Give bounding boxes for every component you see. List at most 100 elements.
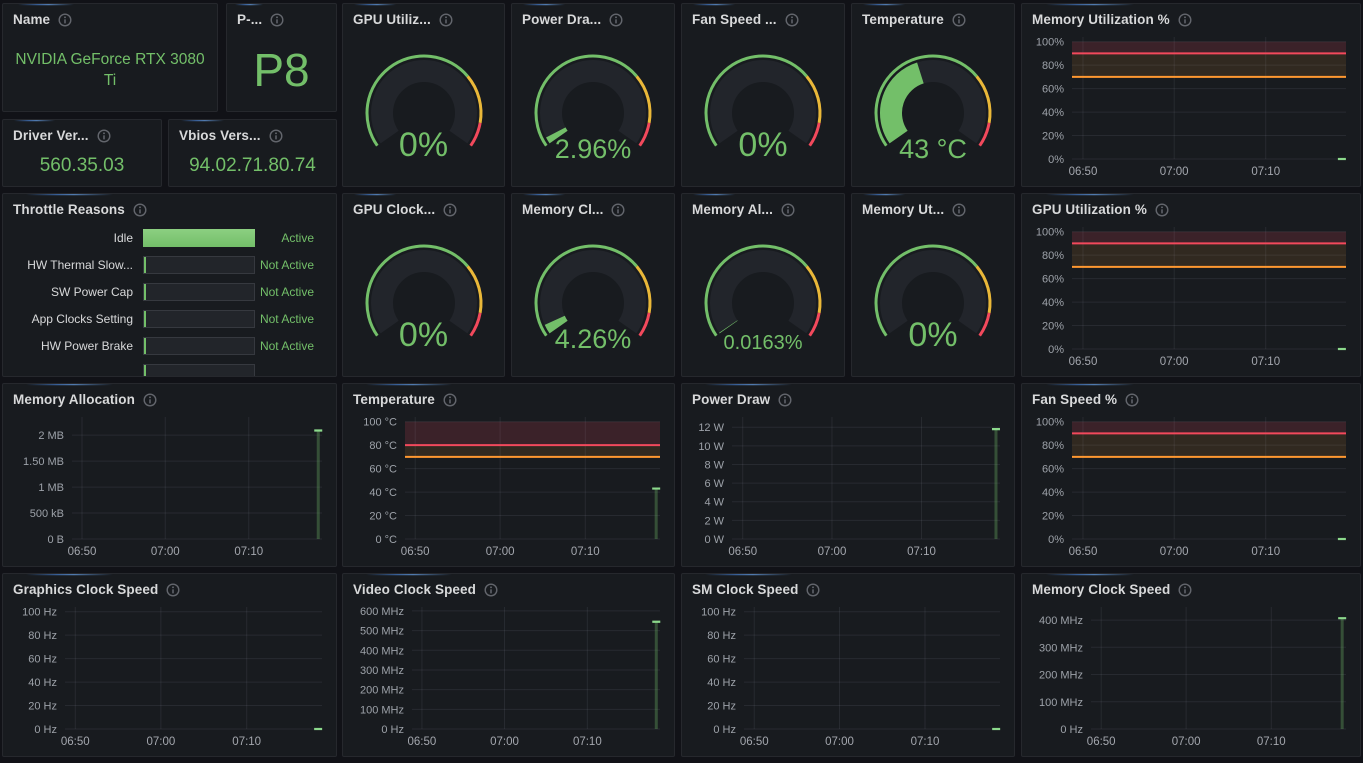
info-icon[interactable] xyxy=(1125,393,1139,407)
timeseries-chart[interactable]: 0 Hz20 Hz40 Hz60 Hz80 Hz100 Hz06:5007:00… xyxy=(11,602,328,750)
info-icon[interactable] xyxy=(781,203,795,217)
svg-text:40%: 40% xyxy=(1042,487,1064,499)
panel-gpu-clock-gauge: GPU Clock... 0% xyxy=(342,193,505,377)
info-icon[interactable] xyxy=(484,583,498,597)
panel-title[interactable]: Video Clock Speed xyxy=(353,582,476,597)
throttle-rows: Idle Active HW Thermal Slow... Not Activ… xyxy=(13,224,326,376)
panel-memory-utilization-chart: Memory Utilization % 0%20%40%60%80%100%0… xyxy=(1021,3,1361,187)
timeseries-chart[interactable]: 0 B500 kB1 MB1.50 MB2 MB06:5007:0007:10 xyxy=(11,412,328,560)
svg-text:07:00: 07:00 xyxy=(1160,166,1189,178)
svg-text:100 MHz: 100 MHz xyxy=(360,704,404,716)
svg-text:0 °C: 0 °C xyxy=(375,534,397,546)
timeseries-chart[interactable]: 0 °C20 °C40 °C60 °C80 °C100 °C06:5007:00… xyxy=(351,412,666,560)
info-icon[interactable] xyxy=(133,203,147,217)
svg-text:07:10: 07:10 xyxy=(1251,356,1280,368)
info-icon[interactable] xyxy=(1178,583,1192,597)
info-icon[interactable] xyxy=(443,393,457,407)
panel-title[interactable]: Memory Utilization % xyxy=(1032,12,1170,27)
panel-title[interactable]: Power Dra... xyxy=(522,12,601,27)
svg-text:0 W: 0 W xyxy=(704,534,724,546)
panel-title[interactable]: GPU Utiliz... xyxy=(353,12,431,27)
svg-text:0 B: 0 B xyxy=(47,534,64,546)
throttle-bar xyxy=(143,256,255,274)
panel-throttle-reasons: Throttle Reasons Idle Active HW Thermal … xyxy=(2,193,337,377)
panel-title[interactable]: Vbios Vers... xyxy=(179,128,261,143)
panel-title[interactable]: Fan Speed ... xyxy=(692,12,777,27)
panel-title[interactable]: GPU Clock... xyxy=(353,202,435,217)
svg-text:06:50: 06:50 xyxy=(1069,356,1098,368)
panel-title[interactable]: Memory Clock Speed xyxy=(1032,582,1170,597)
info-icon[interactable] xyxy=(952,203,966,217)
gauge-value: 0% xyxy=(688,126,838,165)
panel-temperature-chart: Temperature 0 °C20 °C40 °C60 °C80 °C100 … xyxy=(342,383,675,567)
gauge: 0% xyxy=(349,237,499,355)
panel-memory-allocation-chart: Memory Allocation 0 B500 kB1 MB1.50 MB2 … xyxy=(2,383,337,567)
info-icon[interactable] xyxy=(443,203,457,217)
panel-title[interactable]: Memory Al... xyxy=(692,202,773,217)
driver-version-value: 560.35.03 xyxy=(40,154,125,179)
panel-title[interactable]: Memory Ut... xyxy=(862,202,944,217)
svg-text:80%: 80% xyxy=(1042,250,1064,262)
panel-title[interactable]: Memory Allocation xyxy=(13,392,135,407)
info-icon[interactable] xyxy=(611,203,625,217)
timeseries-chart[interactable]: 0 W2 W4 W6 W8 W10 W12 W06:5007:0007:10 xyxy=(690,412,1006,560)
svg-text:06:50: 06:50 xyxy=(1087,736,1116,748)
info-icon[interactable] xyxy=(785,13,799,27)
svg-text:20%: 20% xyxy=(1042,511,1064,523)
panel-title[interactable]: Graphics Clock Speed xyxy=(13,582,158,597)
info-icon[interactable] xyxy=(952,13,966,27)
svg-text:1 MB: 1 MB xyxy=(38,482,64,494)
info-icon[interactable] xyxy=(609,13,623,27)
panel-title[interactable]: Temperature xyxy=(862,12,944,27)
panel-title[interactable]: SM Clock Speed xyxy=(692,582,798,597)
info-icon[interactable] xyxy=(270,13,284,27)
info-icon[interactable] xyxy=(806,583,820,597)
info-icon[interactable] xyxy=(269,129,283,143)
vbios-version-value: 94.02.71.80.74 xyxy=(189,154,316,179)
throttle-row-sw-power-cap: SW Power Cap Not Active xyxy=(13,278,326,305)
panel-title[interactable]: GPU Utilization % xyxy=(1032,202,1147,217)
info-icon[interactable] xyxy=(439,13,453,27)
info-icon[interactable] xyxy=(166,583,180,597)
panel-title[interactable]: Memory Cl... xyxy=(522,202,603,217)
info-icon[interactable] xyxy=(97,129,111,143)
svg-text:300 MHz: 300 MHz xyxy=(360,665,404,677)
throttle-label: HW Power Brake xyxy=(13,339,133,353)
timeseries-chart[interactable]: 0%20%40%60%80%100%06:5007:0007:10 xyxy=(1030,32,1352,180)
timeseries-chart[interactable]: 0 Hz100 MHz200 MHz300 MHz400 MHz06:5007:… xyxy=(1030,602,1352,750)
svg-text:07:10: 07:10 xyxy=(571,546,600,558)
panel-title[interactable]: Driver Ver... xyxy=(13,128,89,143)
svg-text:07:00: 07:00 xyxy=(1160,546,1189,558)
panel-memory-clock-chart: Memory Clock Speed 0 Hz100 MHz200 MHz300… xyxy=(1021,573,1361,757)
panel-title[interactable]: Temperature xyxy=(353,392,435,407)
svg-text:40 °C: 40 °C xyxy=(369,487,397,499)
svg-text:60%: 60% xyxy=(1042,274,1064,286)
timeseries-chart[interactable]: 0 Hz20 Hz40 Hz60 Hz80 Hz100 Hz06:5007:00… xyxy=(690,602,1006,750)
svg-text:60%: 60% xyxy=(1042,84,1064,96)
panel-title[interactable]: Fan Speed % xyxy=(1032,392,1117,407)
timeseries-chart[interactable]: 0%20%40%60%80%100%06:5007:0007:10 xyxy=(1030,412,1352,560)
gpu-name-value: NVIDIA GeForce RTX 3080 Ti xyxy=(3,50,217,90)
gauge-value: 4.26% xyxy=(518,324,668,355)
info-icon[interactable] xyxy=(1178,13,1192,27)
svg-text:40%: 40% xyxy=(1042,297,1064,309)
svg-text:07:00: 07:00 xyxy=(1172,736,1201,748)
svg-text:06:50: 06:50 xyxy=(1069,546,1098,558)
info-icon[interactable] xyxy=(143,393,157,407)
info-icon[interactable] xyxy=(58,13,72,27)
panel-title[interactable]: Power Draw xyxy=(692,392,770,407)
info-icon[interactable] xyxy=(778,393,792,407)
panel-memory-clock-gauge: Memory Cl... 4.26% xyxy=(511,193,675,377)
panel-header: Name xyxy=(3,4,217,30)
timeseries-chart[interactable]: 0%20%40%60%80%100%06:5007:0007:10 xyxy=(1030,222,1352,370)
timeseries-chart[interactable]: 0 Hz100 MHz200 MHz300 MHz400 MHz500 MHz6… xyxy=(351,602,666,750)
svg-text:1.50 MB: 1.50 MB xyxy=(23,456,64,468)
panel-title[interactable]: Name xyxy=(13,12,50,27)
info-icon[interactable] xyxy=(1155,203,1169,217)
svg-text:07:10: 07:10 xyxy=(573,736,602,748)
svg-text:600 MHz: 600 MHz xyxy=(360,606,404,618)
panel-title[interactable]: Throttle Reasons xyxy=(13,202,125,217)
panel-title[interactable]: P-... xyxy=(237,12,262,27)
svg-text:07:10: 07:10 xyxy=(1251,546,1280,558)
throttle-value: Not Active xyxy=(255,285,326,299)
